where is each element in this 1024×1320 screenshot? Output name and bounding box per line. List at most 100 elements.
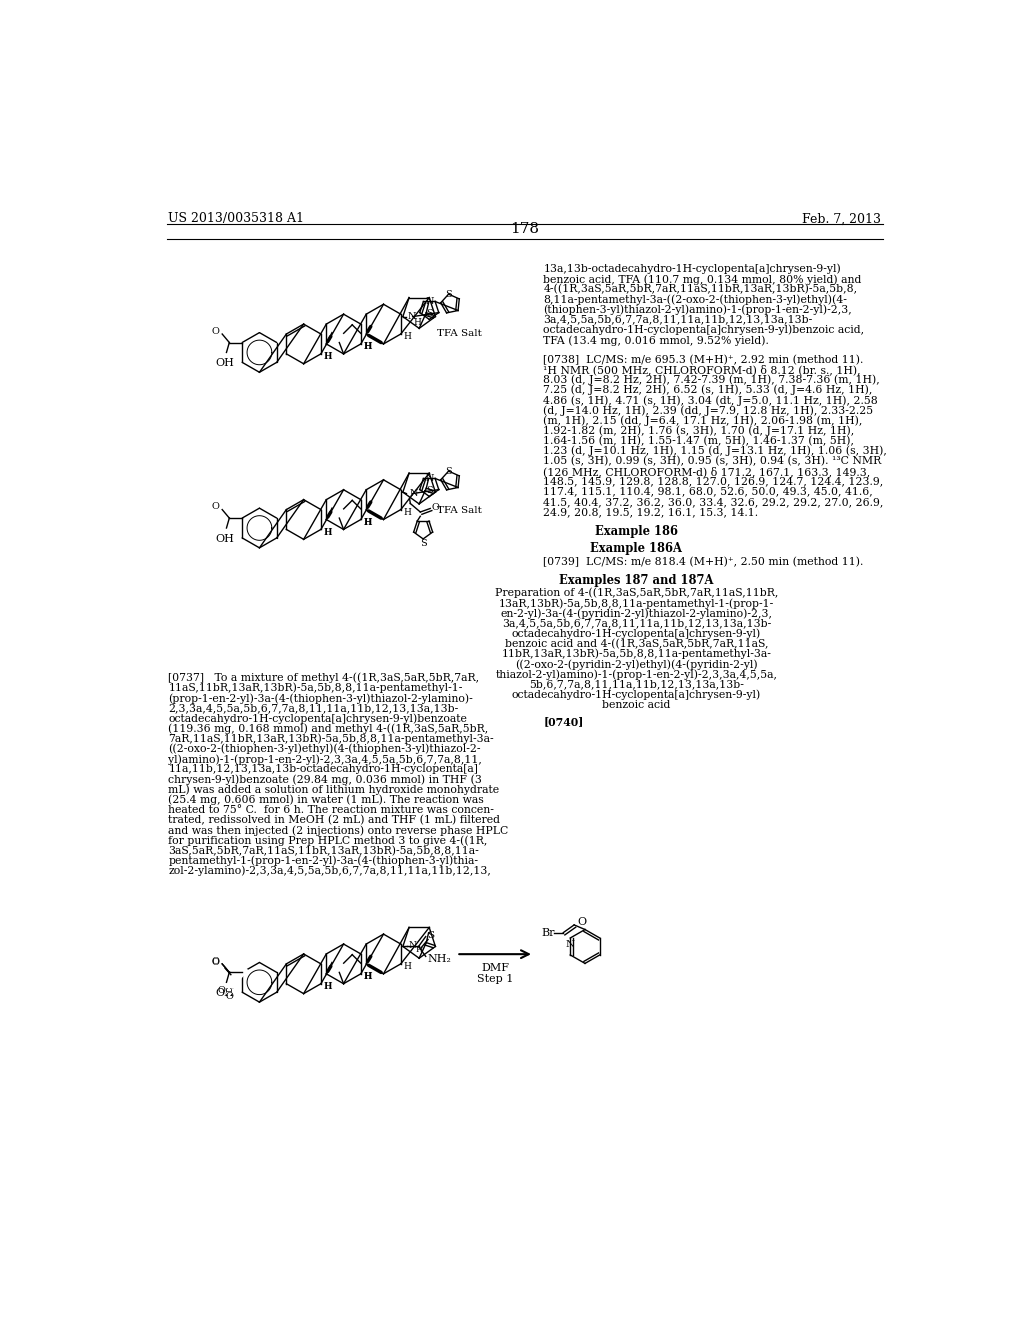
Text: S: S: [420, 539, 427, 548]
Text: octadecahydro-1H-cyclopenta[a]chrysen-9-yl)benzoate: octadecahydro-1H-cyclopenta[a]chrysen-9-…: [168, 713, 467, 723]
Text: N: N: [410, 490, 418, 498]
Text: [0739]  LC/MS: m/e 818.4 (M+H)⁺, 2.50 min (method 11).: [0739] LC/MS: m/e 818.4 (M+H)⁺, 2.50 min…: [544, 557, 864, 568]
Text: yl)amino)-1-(prop-1-en-2-yl)-2,3,3a,4,5,5a,5b,6,7,7a,8,11,: yl)amino)-1-(prop-1-en-2-yl)-2,3,3a,4,5,…: [168, 754, 482, 764]
Text: 2,3,3a,4,5,5a,5b,6,7,7a,8,11,11a,11b,12,13,13a,13b-: 2,3,3a,4,5,5a,5b,6,7,7a,8,11,11a,11b,12,…: [168, 704, 459, 713]
Text: DMF: DMF: [481, 964, 509, 973]
Text: 3a,4,5,5a,5b,6,7,7a,8,11,11a,11b,12,13,13a,13b-: 3a,4,5,5a,5b,6,7,7a,8,11,11a,11b,12,13,1…: [544, 314, 813, 325]
Text: N: N: [426, 297, 434, 306]
Text: O: O: [212, 958, 220, 968]
Text: zol-2-ylamino)-2,3,3a,4,5,5a,5b,6,7,7a,8,11,11a,11b,12,13,: zol-2-ylamino)-2,3,3a,4,5,5a,5b,6,7,7a,8…: [168, 866, 492, 876]
Text: Feb. 7, 2013: Feb. 7, 2013: [802, 213, 882, 226]
Text: N: N: [426, 474, 434, 483]
Text: 4-((1R,3aS,5aR,5bR,7aR,11aS,11bR,13aR,13bR)-5a,5b,8,: 4-((1R,3aS,5aR,5bR,7aR,11aS,11bR,13aR,13…: [544, 284, 857, 294]
Text: mL) was added a solution of lithium hydroxide monohydrate: mL) was added a solution of lithium hydr…: [168, 784, 500, 795]
Text: 117.4, 115.1, 110.4, 98.1, 68.0, 52.6, 50.0, 49.3, 45.0, 41.6,: 117.4, 115.1, 110.4, 98.1, 68.0, 52.6, 5…: [544, 487, 873, 496]
Text: 1.64-1.56 (m, 1H), 1.55-1.47 (m, 5H), 1.46-1.37 (m, 5H),: 1.64-1.56 (m, 1H), 1.55-1.47 (m, 5H), 1.…: [544, 436, 854, 446]
Text: benzoic acid and 4-((1R,3aS,5aR,5bR,7aR,11aS,: benzoic acid and 4-((1R,3aS,5aR,5bR,7aR,…: [505, 639, 768, 649]
Text: H: H: [403, 962, 411, 972]
Text: TFA Salt: TFA Salt: [437, 507, 482, 515]
Text: N: N: [409, 941, 417, 949]
Text: S: S: [445, 467, 452, 475]
Text: ((2-oxo-2-(pyridin-2-yl)ethyl)(4-(pyridin-2-yl): ((2-oxo-2-(pyridin-2-yl)ethyl)(4-(pyridi…: [515, 659, 758, 669]
Text: OH: OH: [223, 986, 242, 998]
Text: [0740]: [0740]: [544, 715, 584, 727]
Text: 7.25 (d, J=8.2 Hz, 2H), 6.52 (s, 1H), 5.33 (d, J=4.6 Hz, 1H),: 7.25 (d, J=8.2 Hz, 2H), 6.52 (s, 1H), 5.…: [544, 385, 872, 396]
Text: 13a,13b-octadecahydro-1H-cyclopenta[a]chrysen-9-yl): 13a,13b-octadecahydro-1H-cyclopenta[a]ch…: [544, 264, 841, 275]
Text: 3a,4,5,5a,5b,6,7,7a,8,11,11a,11b,12,13,13a,13b-: 3a,4,5,5a,5b,6,7,7a,8,11,11a,11b,12,13,1…: [502, 618, 771, 628]
Text: O: O: [212, 502, 220, 511]
Text: H: H: [324, 982, 332, 991]
Text: benzoic acid: benzoic acid: [602, 700, 671, 710]
Text: 1.92-1.82 (m, 2H), 1.76 (s, 3H), 1.70 (d, J=17.1 Hz, 1H),: 1.92-1.82 (m, 2H), 1.76 (s, 3H), 1.70 (d…: [544, 425, 855, 436]
Text: 3aS,5aR,5bR,7aR,11aS,11bR,13aR,13bR)-5a,5b,8,8,11a-: 3aS,5aR,5bR,7aR,11aS,11bR,13aR,13bR)-5a,…: [168, 846, 479, 855]
Text: 5b,6,7,7a,8,11,11a,11b,12,13,13a,13b-: 5b,6,7,7a,8,11,11a,11b,12,13,13a,13b-: [529, 680, 743, 689]
Text: trated, redissolved in MeOH (2 mL) and THF (1 mL) filtered: trated, redissolved in MeOH (2 mL) and T…: [168, 814, 501, 825]
Text: pentamethyl-1-(prop-1-en-2-yl)-3a-(4-(thiophen-3-yl)thia-: pentamethyl-1-(prop-1-en-2-yl)-3a-(4-(th…: [168, 855, 478, 866]
Text: O: O: [225, 993, 233, 1001]
Text: H: H: [364, 973, 372, 981]
Text: [0738]  LC/MS: m/e 695.3 (M+H)⁺, 2.92 min (method 11).: [0738] LC/MS: m/e 695.3 (M+H)⁺, 2.92 min…: [544, 355, 864, 364]
Text: 11bR,13aR,13bR)-5a,5b,8,8,11a-pentamethyl-3a-: 11bR,13aR,13bR)-5a,5b,8,8,11a-pentamethy…: [502, 649, 771, 660]
Text: en-2-yl)-3a-(4-(pyridin-2-yl)thiazol-2-ylamino)-2,3,: en-2-yl)-3a-(4-(pyridin-2-yl)thiazol-2-y…: [501, 609, 772, 619]
Text: H: H: [324, 352, 332, 362]
Text: H: H: [364, 342, 371, 351]
Text: Br: Br: [542, 928, 555, 937]
Text: S: S: [427, 931, 434, 940]
Text: 11aS,11bR,13aR,13bR)-5a,5b,8,8,11a-pentamethyl-1-: 11aS,11bR,13aR,13bR)-5a,5b,8,8,11a-penta…: [168, 682, 463, 693]
Text: 4.86 (s, 1H), 4.71 (s, 1H), 3.04 (dt, J=5.0, 11.1 Hz, 1H), 2.58: 4.86 (s, 1H), 4.71 (s, 1H), 3.04 (dt, J=…: [544, 395, 879, 405]
Text: O: O: [217, 986, 225, 995]
Text: 41.5, 40.4, 37.2, 36.2, 36.0, 33.4, 32.6, 29.2, 29.2, 27.0, 26.9,: 41.5, 40.4, 37.2, 36.2, 36.0, 33.4, 32.6…: [544, 496, 884, 507]
Text: H: H: [324, 528, 332, 537]
Text: Example 186A: Example 186A: [591, 541, 682, 554]
Text: Step 1: Step 1: [477, 974, 513, 985]
Text: H: H: [364, 517, 371, 527]
Text: (m, 1H), 2.15 (dd, J=6.4, 17.1 Hz, 1H), 2.06-1.98 (m, 1H),: (m, 1H), 2.15 (dd, J=6.4, 17.1 Hz, 1H), …: [544, 416, 863, 426]
Text: S: S: [445, 289, 452, 298]
Text: octadecahydro-1H-cyclopenta[a]chrysen-9-yl): octadecahydro-1H-cyclopenta[a]chrysen-9-…: [512, 689, 761, 700]
Text: heated to 75° C.  for 6 h. The reaction mixture was concen-: heated to 75° C. for 6 h. The reaction m…: [168, 805, 495, 814]
Text: Examples 187 and 187A: Examples 187 and 187A: [559, 574, 714, 587]
Text: H: H: [364, 342, 372, 351]
Text: US 2013/0035318 A1: US 2013/0035318 A1: [168, 213, 304, 226]
Text: (thiophen-3-yl)thiazol-2-yl)amino)-1-(prop-1-en-2-yl)-2,3,: (thiophen-3-yl)thiazol-2-yl)amino)-1-(pr…: [544, 305, 852, 315]
Text: O: O: [212, 326, 220, 335]
Text: NH₂: NH₂: [427, 954, 452, 964]
Text: 1.23 (d, J=10.1 Hz, 1H), 1.15 (d, J=13.1 Hz, 1H), 1.06 (s, 3H),: 1.23 (d, J=10.1 Hz, 1H), 1.15 (d, J=13.1…: [544, 446, 887, 457]
Text: S: S: [426, 486, 432, 495]
Text: ((2-oxo-2-(thiophen-3-yl)ethyl)(4-(thiophen-3-yl)thiazol-2-: ((2-oxo-2-(thiophen-3-yl)ethyl)(4-(thiop…: [168, 744, 481, 755]
Text: and was then injected (2 injections) onto reverse phase HPLC: and was then injected (2 injections) ont…: [168, 825, 509, 836]
Text: TFA Salt: TFA Salt: [437, 330, 482, 338]
Text: (126 MHz, CHLOROFORM-d) δ 171.2, 167.1, 163.3, 149.3,: (126 MHz, CHLOROFORM-d) δ 171.2, 167.1, …: [544, 466, 870, 477]
Text: Preparation of 4-((1R,3aS,5aR,5bR,7aR,11aS,11bR,: Preparation of 4-((1R,3aS,5aR,5bR,7aR,11…: [495, 587, 778, 598]
Text: octadecahydro-1H-cyclopenta[a]chrysen-9-yl): octadecahydro-1H-cyclopenta[a]chrysen-9-…: [512, 628, 761, 639]
Text: H: H: [364, 973, 371, 981]
Text: 148.5, 145.9, 129.8, 128.8, 127.0, 126.9, 124.7, 124.4, 123.9,: 148.5, 145.9, 129.8, 128.8, 127.0, 126.9…: [544, 477, 884, 486]
Text: 8,11a-pentamethyl-3a-((2-oxo-2-(thiophen-3-yl)ethyl)(4-: 8,11a-pentamethyl-3a-((2-oxo-2-(thiophen…: [544, 294, 847, 305]
Text: O: O: [220, 946, 230, 960]
Text: TFA (13.4 mg, 0.016 mmol, 9.52% yield).: TFA (13.4 mg, 0.016 mmol, 9.52% yield).: [544, 335, 769, 346]
Text: S: S: [426, 309, 432, 318]
Text: 7aR,11aS,11bR,13aR,13bR)-5a,5b,8,8,11a-pentamethyl-3a-: 7aR,11aS,11bR,13aR,13bR)-5a,5b,8,8,11a-p…: [168, 734, 494, 744]
Text: (119.36 mg, 0.168 mmol) and methyl 4-((1R,3aS,5aR,5bR,: (119.36 mg, 0.168 mmol) and methyl 4-((1…: [168, 723, 488, 734]
Text: ¹H NMR (500 MHz, CHLOROFORM-d) δ 8.12 (br. s., 1H),: ¹H NMR (500 MHz, CHLOROFORM-d) δ 8.12 (b…: [544, 364, 861, 375]
Text: chrysen-9-yl)benzoate (29.84 mg, 0.036 mmol) in THF (3: chrysen-9-yl)benzoate (29.84 mg, 0.036 m…: [168, 775, 482, 785]
Text: H: H: [415, 946, 423, 954]
Text: 1.05 (s, 3H), 0.99 (s, 3H), 0.95 (s, 3H), 0.94 (s, 3H). ¹³C NMR: 1.05 (s, 3H), 0.99 (s, 3H), 0.95 (s, 3H)…: [544, 457, 882, 466]
Text: octadecahydro-1H-cyclopenta[a]chrysen-9-yl)benzoic acid,: octadecahydro-1H-cyclopenta[a]chrysen-9-…: [544, 325, 864, 335]
Text: (25.4 mg, 0.606 mmol) in water (1 mL). The reaction was: (25.4 mg, 0.606 mmol) in water (1 mL). T…: [168, 795, 484, 805]
Text: OH: OH: [215, 358, 234, 368]
Text: thiazol-2-yl)amino)-1-(prop-1-en-2-yl)-2,3,3a,4,5,5a,: thiazol-2-yl)amino)-1-(prop-1-en-2-yl)-2…: [496, 669, 777, 680]
Text: Example 186: Example 186: [595, 525, 678, 537]
Text: 24.9, 20.8, 19.5, 19.2, 16.1, 15.3, 14.1.: 24.9, 20.8, 19.5, 19.2, 16.1, 15.3, 14.1…: [544, 507, 759, 517]
Text: benzoic acid, TFA (110.7 mg, 0.134 mmol, 80% yield) and: benzoic acid, TFA (110.7 mg, 0.134 mmol,…: [544, 275, 862, 285]
Text: (prop-1-en-2-yl)-3a-(4-(thiophen-3-yl)thiazol-2-ylamino)-: (prop-1-en-2-yl)-3a-(4-(thiophen-3-yl)th…: [168, 693, 473, 704]
Text: O: O: [212, 957, 220, 965]
Text: O: O: [432, 503, 439, 512]
Text: OH: OH: [215, 987, 234, 998]
Text: 11a,11b,12,13,13a,13b-octadecahydro-1H-cyclopenta[a]: 11a,11b,12,13,13a,13b-octadecahydro-1H-c…: [168, 764, 478, 775]
Text: 178: 178: [510, 222, 540, 236]
Text: O: O: [578, 917, 587, 927]
Text: for purification using Prep HPLC method 3 to give 4-((1R,: for purification using Prep HPLC method …: [168, 836, 487, 846]
Text: 13aR,13bR)-5a,5b,8,8,11a-pentamethyl-1-(prop-1-: 13aR,13bR)-5a,5b,8,8,11a-pentamethyl-1-(…: [499, 598, 774, 609]
Text: N: N: [408, 312, 416, 321]
